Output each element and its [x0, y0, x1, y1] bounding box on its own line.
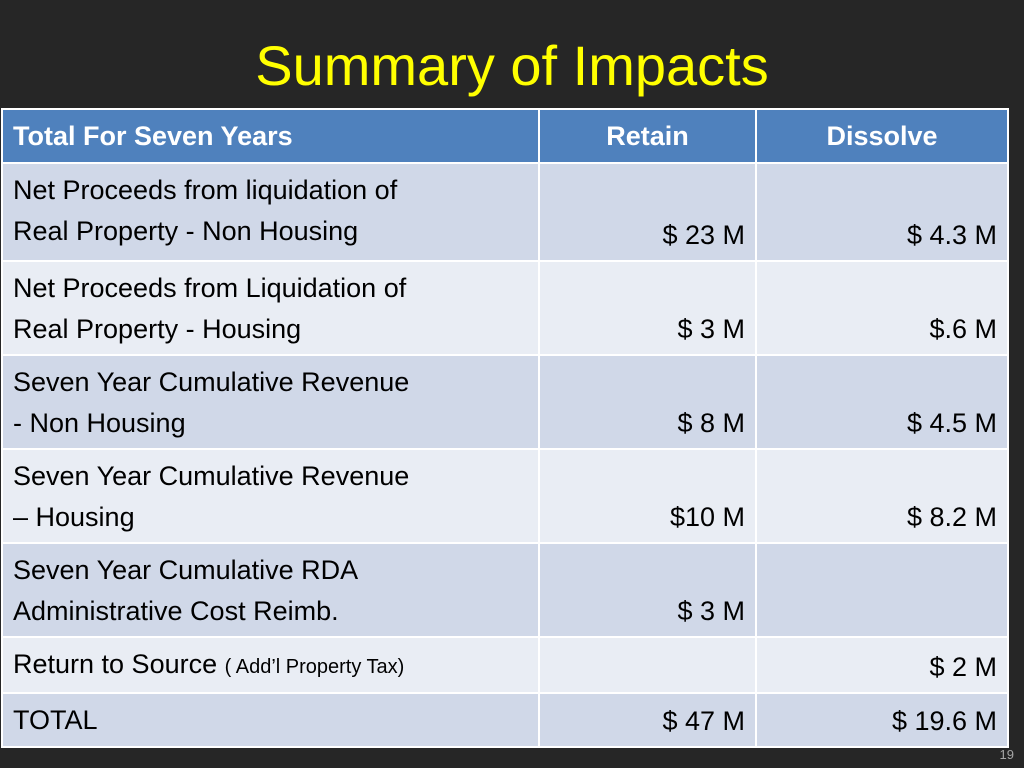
dissolve-value: $ 4.5 M: [755, 354, 1009, 450]
dissolve-value: [755, 542, 1009, 638]
row-label: Net Proceeds from Liquidation of Real Pr…: [1, 260, 540, 356]
dissolve-total: $ 19.6 M: [755, 692, 1009, 748]
row-label-line: Seven Year Cumulative Revenue: [13, 461, 410, 491]
retain-total: $ 47 M: [538, 692, 757, 748]
table-header-row: Total For Seven Years Retain Dissolve: [1, 108, 1009, 164]
row-label-line: - Non Housing: [13, 408, 186, 438]
row-label-line: – Housing: [13, 502, 135, 532]
table-row: Net Proceeds from Liquidation of Real Pr…: [1, 260, 1009, 356]
table-row: Seven Year Cumulative RDA Administrative…: [1, 542, 1009, 638]
row-label-line: Administrative Cost Reimb.: [13, 596, 339, 626]
row-label-line: Real Property - Housing: [13, 314, 302, 344]
total-row: TOTAL $ 47 M $ 19.6 M: [1, 692, 1009, 748]
retain-value: $10 M: [538, 448, 757, 544]
impacts-table: Total For Seven Years Retain Dissolve Ne…: [1, 108, 1009, 748]
dissolve-value: $.6 M: [755, 260, 1009, 356]
row-label: TOTAL: [1, 692, 540, 748]
row-label-line: Seven Year Cumulative Revenue: [13, 367, 410, 397]
dissolve-value: $ 4.3 M: [755, 162, 1009, 262]
page-number: 19: [999, 747, 1014, 762]
dissolve-value: $ 2 M: [755, 636, 1009, 694]
retain-value: $ 23 M: [538, 162, 757, 262]
row-label-line: Net Proceeds from liquidation of: [13, 175, 398, 205]
retain-value: [538, 636, 757, 694]
row-label: Seven Year Cumulative RDA Administrative…: [1, 542, 540, 638]
row-label-line: Net Proceeds from Liquidation of: [13, 273, 407, 303]
table-row: Return to Source ( Add’l Property Tax) $…: [1, 636, 1009, 694]
dissolve-value: $ 8.2 M: [755, 448, 1009, 544]
row-label: Net Proceeds from liquidation of Real Pr…: [1, 162, 540, 262]
column-header-retain: Retain: [538, 108, 757, 164]
retain-value: $ 8 M: [538, 354, 757, 450]
table-row: Seven Year Cumulative Revenue – Housing …: [1, 448, 1009, 544]
row-label: Return to Source ( Add’l Property Tax): [1, 636, 540, 694]
row-label: Seven Year Cumulative Revenue – Housing: [1, 448, 540, 544]
retain-value: $ 3 M: [538, 542, 757, 638]
table-row: Net Proceeds from liquidation of Real Pr…: [1, 162, 1009, 262]
row-label: Seven Year Cumulative Revenue - Non Hous…: [1, 354, 540, 450]
table-row: Seven Year Cumulative Revenue - Non Hous…: [1, 354, 1009, 450]
retain-value: $ 3 M: [538, 260, 757, 356]
column-header-dissolve: Dissolve: [755, 108, 1009, 164]
column-header-total: Total For Seven Years: [1, 108, 540, 164]
row-label-note: ( Add’l Property Tax): [224, 656, 405, 678]
slide-title: Summary of Impacts: [255, 34, 769, 97]
row-label-line: Real Property - Non Housing: [13, 216, 359, 246]
row-label-text: Return to Source: [13, 649, 218, 679]
row-label-line: Seven Year Cumulative RDA: [13, 555, 359, 585]
